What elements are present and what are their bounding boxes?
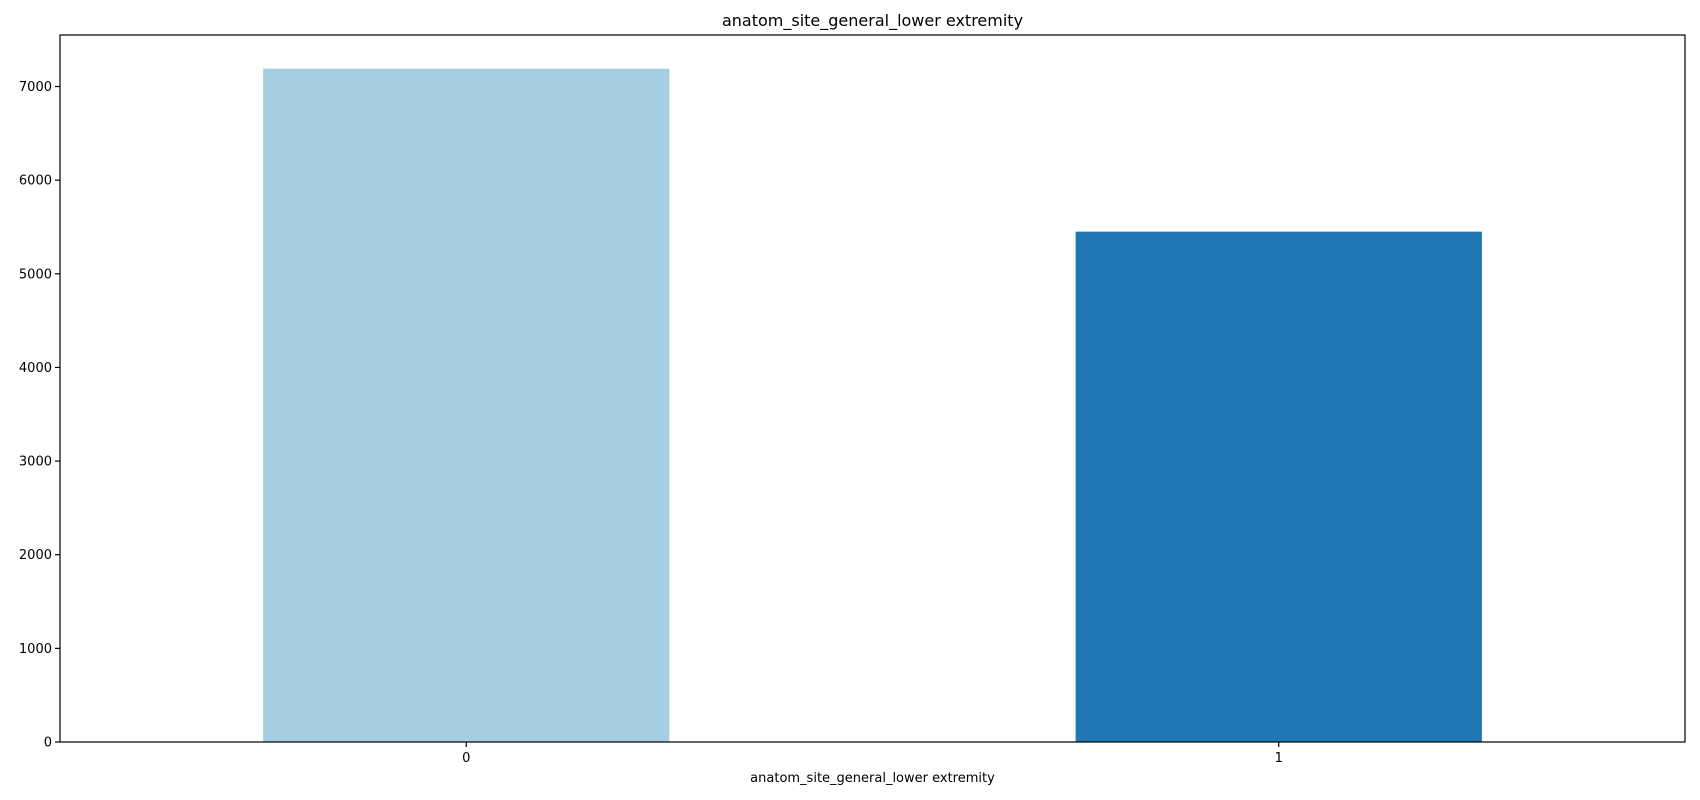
- plot-frame: [59, 34, 1686, 743]
- x-tick-label-0: 0: [462, 751, 470, 766]
- bar-1: [1075, 231, 1482, 743]
- chart-title: anatom_site_general_lower extremity: [722, 11, 1023, 31]
- y-tick-label-4000: 4000: [19, 361, 52, 376]
- bar-0: [263, 68, 670, 743]
- y-tick-label-0: 0: [44, 736, 52, 751]
- y-tick-label-3000: 3000: [19, 455, 52, 470]
- x-axis-label: anatom_site_general_lower extremity: [750, 771, 995, 786]
- y-tick-label-7000: 7000: [19, 80, 52, 95]
- y-tick-label-6000: 6000: [19, 174, 52, 189]
- bars-group: [263, 68, 1482, 743]
- y-axis: 0 1000 2000 3000 4000 5000 6000 7000: [19, 80, 60, 751]
- y-tick-label-1000: 1000: [19, 642, 52, 657]
- y-tick-label-5000: 5000: [19, 267, 52, 282]
- x-tick-label-1: 1: [1275, 751, 1283, 766]
- y-tick-label-2000: 2000: [19, 548, 52, 563]
